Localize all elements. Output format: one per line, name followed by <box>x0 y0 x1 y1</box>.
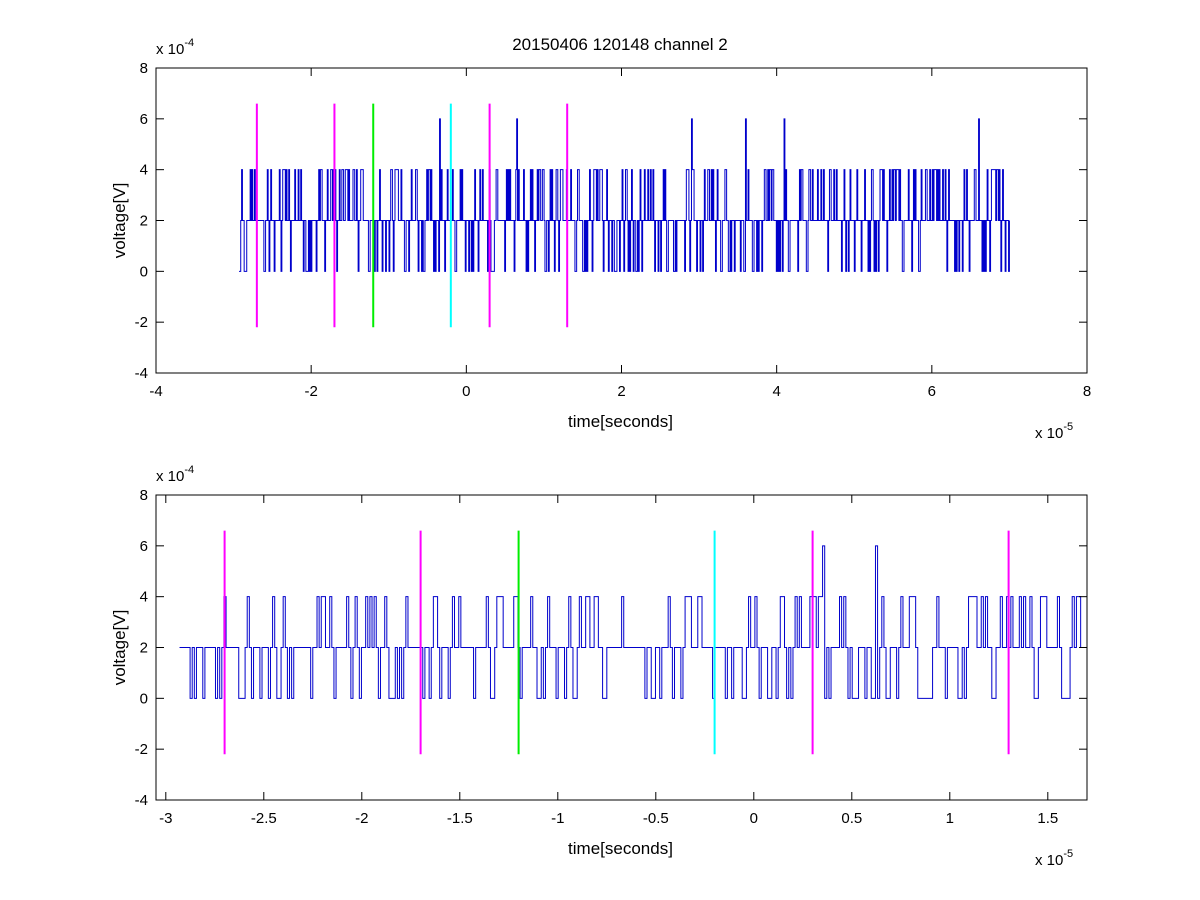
y-multiplier: x 10-4 <box>156 37 194 58</box>
x-tick-label: 8 <box>1083 383 1091 400</box>
y-tick-label: 2 <box>140 640 148 657</box>
y-tick-label: 4 <box>140 589 148 606</box>
x-tick-label: 2 <box>617 383 625 400</box>
x-tick-label: 0 <box>750 810 758 827</box>
y-tick-label: 8 <box>140 60 148 77</box>
x-tick-label: -4 <box>149 383 162 400</box>
y-tick-label: -2 <box>135 314 148 331</box>
x-multiplier: x 10-5 <box>1035 421 1073 442</box>
x-multiplier-exponent: -5 <box>1063 848 1073 860</box>
axes-top: -4 -2 0 2 4 6 8 -4 -2 0 2 4 6 8 time[seconds] voltage[V… <box>110 37 1091 442</box>
y-tick-label: 6 <box>140 111 148 128</box>
y-multiplier-exponent: -4 <box>184 37 194 49</box>
x-tick-label: 0 <box>462 383 470 400</box>
x-axis-label: time[seconds] <box>568 839 673 858</box>
y-multiplier: x 10-4 <box>156 464 194 485</box>
x-multiplier-base: x 10 <box>1035 425 1063 442</box>
x-axis-label: time[seconds] <box>568 412 673 431</box>
x-tick-label: -2 <box>304 383 317 400</box>
signal-trace <box>179 545 1087 699</box>
y-axis-label: voltage[V] <box>110 183 129 259</box>
signal-trace <box>239 118 1010 272</box>
x-tick-label: -2.5 <box>251 810 277 827</box>
y-tick-label: 8 <box>140 487 148 504</box>
axes-bottom: -3 -2.5 -2 -1.5 -1 -0.5 0 0.5 1 1.5 -4 -2 0 2 4 6 8 time[… <box>110 464 1088 869</box>
y-tick-label: 2 <box>140 213 148 230</box>
y-tick-label: -4 <box>135 792 148 809</box>
y-tick-label: 0 <box>140 690 148 707</box>
x-multiplier-exponent: -5 <box>1063 421 1073 433</box>
x-tick-label: 4 <box>772 383 780 400</box>
y-axis-label: voltage[V] <box>110 610 129 686</box>
y-tick-label: -2 <box>135 741 148 758</box>
figure-title: 20150406 120148 channel 2 <box>512 35 728 54</box>
x-tick-label: 0.5 <box>841 810 862 827</box>
y-multiplier-base: x 10 <box>156 468 184 485</box>
y-tick-label: 4 <box>140 162 148 179</box>
x-multiplier-base: x 10 <box>1035 852 1063 869</box>
x-tick-label: 1 <box>946 810 954 827</box>
x-tick-label: -3 <box>159 810 172 827</box>
x-tick-label: 1.5 <box>1037 810 1058 827</box>
x-multiplier: x 10-5 <box>1035 848 1073 869</box>
x-tick-label: -0.5 <box>643 810 669 827</box>
x-tick-label: -1.5 <box>447 810 473 827</box>
y-tick-label: 6 <box>140 538 148 555</box>
x-tick-label: -2 <box>355 810 368 827</box>
y-multiplier-exponent: -4 <box>184 464 194 476</box>
x-tick-label: 6 <box>928 383 936 400</box>
y-multiplier-base: x 10 <box>156 41 184 58</box>
y-tick-label: -4 <box>135 365 148 382</box>
x-tick-label: -1 <box>551 810 564 827</box>
y-tick-label: 0 <box>140 263 148 280</box>
